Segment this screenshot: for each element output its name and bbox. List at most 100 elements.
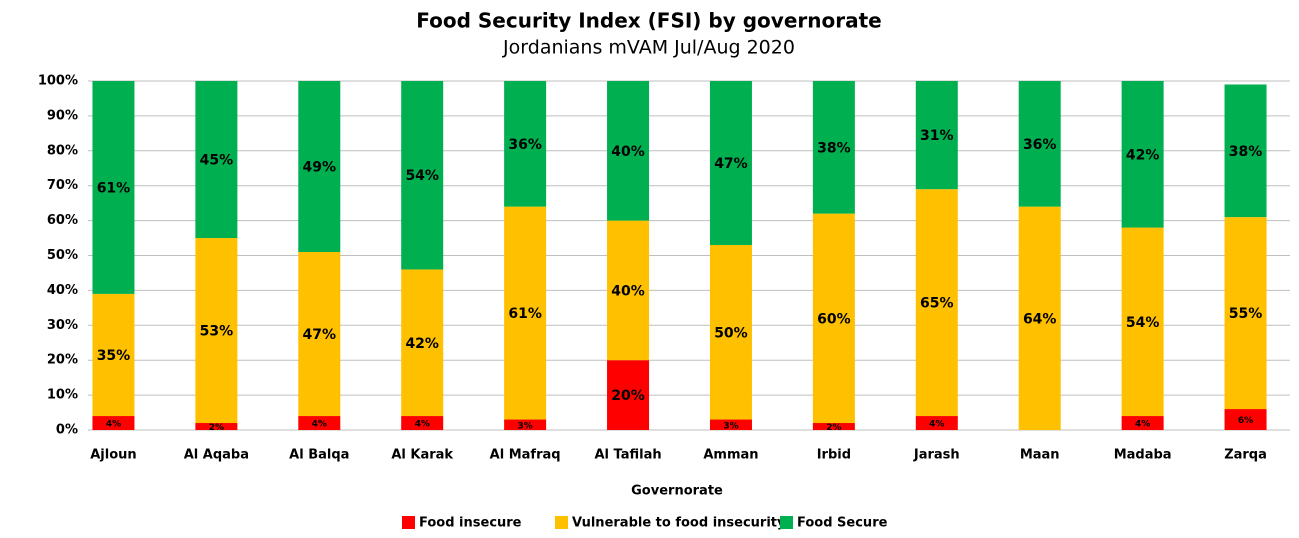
- bar-segment: [504, 81, 547, 207]
- x-axis-title: Governorate: [631, 484, 723, 499]
- data-label: 64%: [1023, 311, 1057, 327]
- data-label: 2%: [209, 423, 224, 433]
- bar-segment: [812, 213, 855, 424]
- bar-segment: [1121, 416, 1164, 430]
- bar-segment: [1224, 409, 1267, 430]
- y-tick-label: 90%: [47, 108, 78, 123]
- data-label: 38%: [1229, 144, 1263, 160]
- x-tick-label: Ajloun: [90, 448, 136, 463]
- bar-segment: [1224, 217, 1267, 410]
- bar-segment: [1121, 227, 1164, 417]
- bar-segment: [607, 220, 650, 361]
- bar-segment: [298, 252, 341, 417]
- data-label: 31%: [920, 128, 954, 144]
- bar-segment: [401, 416, 444, 430]
- data-label: 35%: [97, 348, 131, 364]
- bar-segment: [92, 293, 135, 417]
- bar-segment: [607, 360, 650, 430]
- bar-segment: [298, 416, 341, 430]
- y-tick-label: 10%: [47, 388, 78, 403]
- y-tick-label: 80%: [47, 143, 78, 158]
- bar-segment: [1018, 81, 1061, 207]
- bar-segment: [92, 81, 135, 294]
- legend-swatch: [555, 516, 568, 529]
- bar-segment: [401, 81, 444, 270]
- data-label: 4%: [929, 420, 944, 430]
- bar-segment: [709, 245, 752, 420]
- data-label: 65%: [920, 296, 954, 312]
- data-label: 61%: [97, 180, 131, 196]
- data-label: 61%: [508, 306, 542, 322]
- bar-segment: [812, 81, 855, 214]
- y-tick-label: 30%: [47, 318, 78, 333]
- x-tick-label: Amman: [703, 448, 758, 463]
- data-label: 55%: [1229, 306, 1263, 322]
- data-label: 53%: [200, 324, 234, 340]
- x-tick-label: Zarqa: [1224, 448, 1267, 463]
- y-tick-label: 70%: [47, 178, 78, 193]
- x-tick-label: Al Aqaba: [184, 448, 249, 463]
- y-tick-label: 0%: [56, 423, 78, 438]
- data-label: 4%: [106, 420, 121, 430]
- data-label: 47%: [303, 327, 337, 343]
- legend-label: Food Secure: [797, 516, 888, 531]
- bar-segment: [195, 238, 238, 424]
- chart-title: Food Security Index (FSI) by governorate: [416, 9, 881, 33]
- x-tick-label: Madaba: [1114, 448, 1172, 463]
- bar-segment: [1224, 84, 1267, 218]
- bar-segment: [195, 423, 238, 430]
- x-tick-label: Jarash: [913, 448, 960, 463]
- data-label: 54%: [405, 168, 439, 184]
- legend-label: Vulnerable to food insecurity: [572, 516, 786, 531]
- data-label: 36%: [1023, 137, 1057, 153]
- y-tick-label: 50%: [47, 248, 78, 263]
- data-label: 36%: [508, 137, 542, 153]
- data-label: 54%: [1126, 315, 1160, 331]
- bar-segment: [504, 419, 547, 430]
- bar-segment: [1018, 206, 1061, 430]
- data-label: 60%: [817, 311, 851, 327]
- data-label: 40%: [611, 283, 645, 299]
- data-label: 3%: [723, 421, 738, 431]
- data-label: 42%: [1126, 147, 1160, 163]
- y-tick-label: 40%: [47, 283, 78, 298]
- data-label: 40%: [611, 144, 645, 160]
- bar-segment: [195, 81, 238, 239]
- data-label: 47%: [714, 156, 748, 172]
- data-label: 4%: [415, 420, 430, 430]
- bar-segment: [1121, 81, 1164, 228]
- bar-segment: [709, 419, 752, 430]
- bar-segment: [915, 81, 958, 190]
- legend-swatch: [402, 516, 415, 529]
- bar-segment: [812, 423, 855, 430]
- data-label: 3%: [517, 421, 532, 431]
- chart-subtitle: Jordanians mVAM Jul/Aug 2020: [502, 37, 795, 59]
- y-tick-label: 20%: [47, 353, 78, 368]
- bar-segment: [915, 416, 958, 430]
- data-label: 38%: [817, 140, 851, 156]
- y-tick-label: 100%: [38, 74, 78, 89]
- bar-segment: [607, 81, 650, 221]
- data-label: 50%: [714, 325, 748, 341]
- y-tick-label: 60%: [47, 213, 78, 228]
- data-label: 2%: [826, 423, 841, 433]
- bar-segment: [401, 269, 444, 417]
- data-label: 45%: [200, 153, 234, 169]
- data-label: 6%: [1238, 416, 1253, 426]
- bar-segment: [92, 416, 135, 430]
- x-tick-label: Irbid: [817, 448, 851, 463]
- data-label: 20%: [611, 388, 645, 404]
- legend-label: Food insecure: [419, 516, 522, 531]
- x-tick-label: Al Mafraq: [490, 448, 561, 463]
- bar-segment: [709, 81, 752, 246]
- data-label: 42%: [405, 336, 439, 352]
- x-tick-label: Al Tafilah: [594, 448, 661, 463]
- bar-segment: [915, 189, 958, 417]
- legend-swatch: [780, 516, 793, 529]
- x-tick-label: Maan: [1020, 448, 1060, 463]
- bar-segment: [504, 206, 547, 420]
- data-label: 49%: [303, 160, 337, 176]
- x-tick-label: Al Balqa: [289, 448, 349, 463]
- bar-segment: [298, 81, 341, 253]
